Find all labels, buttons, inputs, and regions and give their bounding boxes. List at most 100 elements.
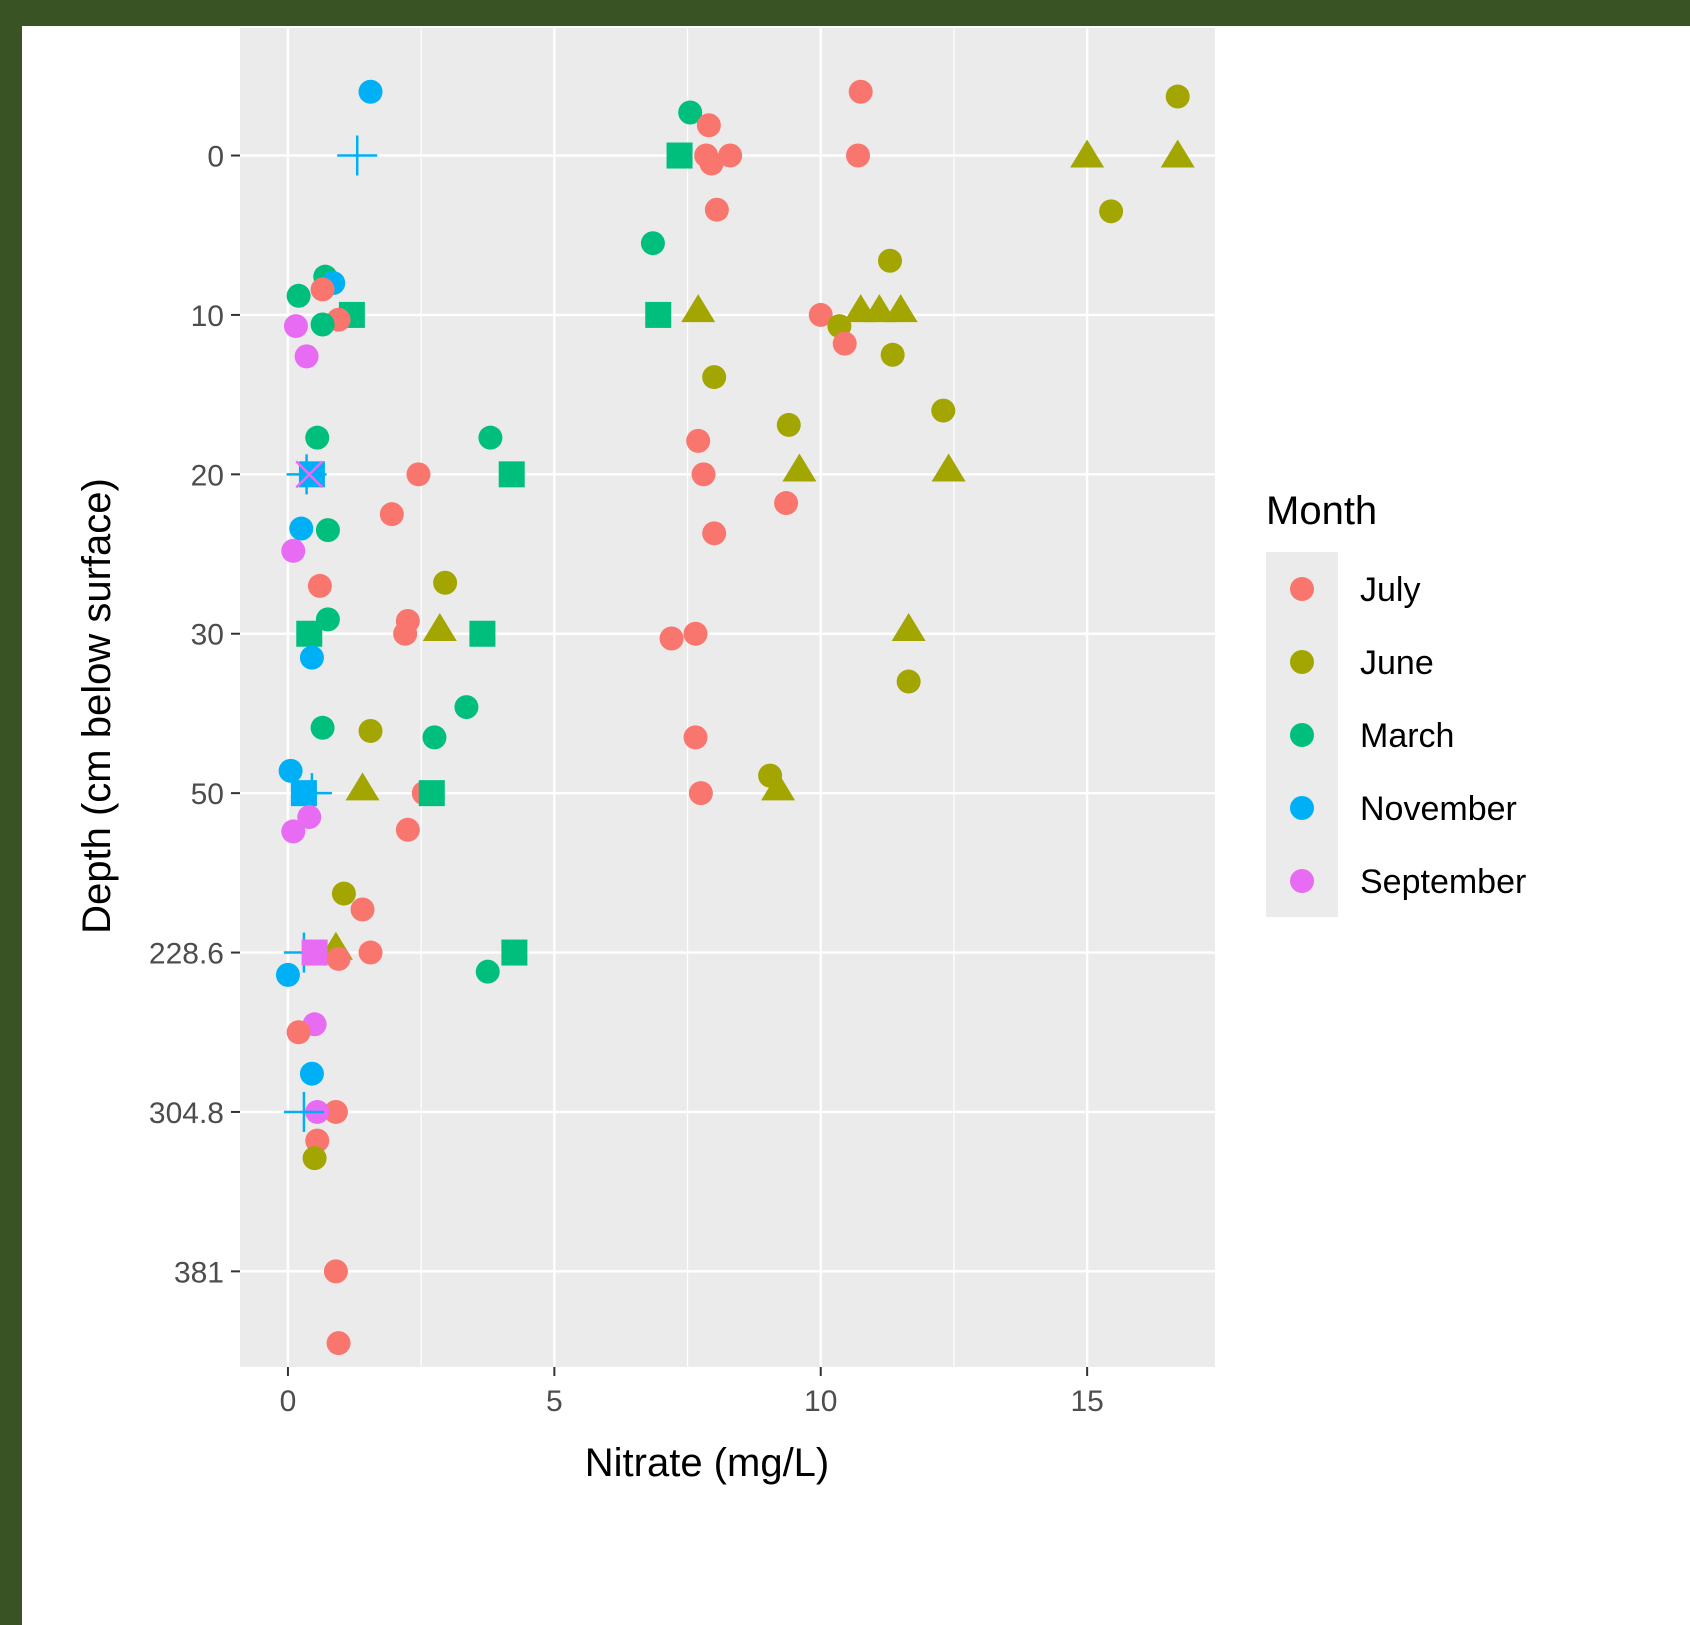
- data-point-november: [337, 135, 378, 176]
- chart-frame: 0 5 10 15 0 10 20 30 50 228.6 304.8 381 Nitrate (mg…: [22, 26, 1690, 1625]
- data-point-july: [326, 1331, 351, 1356]
- legend-key-march: [1290, 723, 1314, 747]
- y-tick-label: 20: [191, 459, 224, 492]
- legend-label-november: November: [1360, 790, 1517, 828]
- y-tick-label: 10: [191, 300, 224, 333]
- x-tick-label: 10: [804, 1385, 837, 1418]
- data-point-june: [896, 669, 921, 694]
- x-axis-title: Nitrate (mg/L): [585, 1441, 830, 1485]
- data-point-november: [278, 758, 303, 783]
- data-point-march: [296, 620, 323, 647]
- data-point-march: [315, 518, 340, 543]
- data-point-july: [310, 277, 335, 302]
- data-point-july: [307, 573, 332, 598]
- data-point-june: [878, 248, 902, 273]
- plot-panel: [240, 28, 1215, 1367]
- data-point-june: [331, 881, 356, 906]
- data-point-november: [283, 1091, 324, 1132]
- data-point-june: [891, 612, 926, 641]
- data-point-september: [281, 538, 306, 563]
- y-tick-label: 304.8: [149, 1097, 224, 1130]
- data-point-july: [379, 502, 404, 527]
- data-point-march: [310, 715, 335, 740]
- legend-key-july: [1290, 577, 1314, 601]
- y-tick-label: 381: [174, 1256, 224, 1289]
- data-point-september: [283, 314, 308, 339]
- data-point-july: [688, 781, 713, 806]
- data-point-july: [718, 143, 743, 168]
- data-point-march: [475, 959, 500, 984]
- data-point-june: [302, 1146, 327, 1171]
- data-point-june: [422, 612, 457, 641]
- data-point-march: [501, 939, 528, 966]
- data-point-june: [433, 570, 458, 595]
- data-point-july: [832, 331, 857, 356]
- data-point-november: [299, 645, 324, 670]
- data-point-march: [678, 100, 703, 125]
- data-point-june: [931, 453, 966, 482]
- data-point-july: [406, 462, 431, 487]
- legend-label-july: July: [1360, 571, 1420, 609]
- data-point-july: [393, 621, 418, 646]
- minor-gridlines: [420, 28, 955, 1367]
- data-point-june: [345, 772, 380, 801]
- data-point-july: [395, 817, 420, 842]
- data-point-november: [358, 79, 383, 104]
- data-point-june: [681, 294, 716, 323]
- data-point-march: [640, 231, 665, 256]
- data-point-march: [478, 425, 503, 450]
- data-point-march: [454, 695, 479, 720]
- data-point-june: [761, 772, 796, 801]
- x-tick-label: 0: [280, 1385, 297, 1418]
- y-tick-label: 50: [191, 778, 224, 811]
- data-point-september: [294, 344, 319, 369]
- legend-key-november: [1290, 796, 1314, 820]
- data-point-june: [862, 294, 897, 323]
- data-point-july: [808, 302, 833, 327]
- data-point-march: [498, 461, 525, 488]
- data-point-june: [1070, 139, 1105, 168]
- data-point-march: [310, 312, 335, 337]
- data-point-july: [691, 462, 716, 487]
- data-point-november: [299, 1061, 324, 1086]
- data-point-july: [323, 1099, 348, 1124]
- data-point-july: [846, 143, 871, 168]
- y-tick-label: 228.6: [149, 938, 224, 971]
- y-axis-title: Depth (cm below surface): [75, 478, 119, 934]
- data-point-june: [931, 398, 956, 423]
- data-point-march: [666, 142, 693, 169]
- legend: Month July June March November September: [1266, 489, 1526, 917]
- y-tick-label: 30: [191, 619, 224, 652]
- data-point-july: [659, 626, 684, 651]
- data-point-september: [297, 805, 322, 830]
- data-point-july: [326, 946, 351, 971]
- data-point-july: [358, 940, 383, 965]
- data-point-july: [305, 1128, 330, 1153]
- data-point-november: [289, 516, 314, 541]
- data-point-july: [286, 1020, 311, 1045]
- data-point-june: [880, 342, 905, 367]
- scatter-chart: 0 5 10 15 0 10 20 30 50 228.6 304.8 381 Nitrate (mg…: [75, 28, 1526, 1485]
- data-point-march: [645, 301, 672, 328]
- legend-label-march: March: [1360, 717, 1454, 755]
- data-points: [275, 79, 1195, 1356]
- data-point-march: [469, 620, 496, 647]
- data-point-september: [295, 460, 324, 489]
- data-point-july: [704, 197, 729, 222]
- data-point-june: [1160, 139, 1195, 168]
- legend-title: Month: [1266, 489, 1377, 533]
- data-point-july: [696, 113, 721, 138]
- x-tick-label: 5: [546, 1385, 563, 1418]
- data-point-july: [699, 151, 724, 176]
- data-point-march: [418, 780, 445, 807]
- data-point-june: [782, 453, 817, 482]
- data-point-june: [1099, 199, 1124, 224]
- data-point-september: [301, 939, 328, 966]
- legend-label-september: September: [1360, 863, 1526, 901]
- data-point-july: [683, 725, 708, 750]
- data-point-july: [350, 897, 375, 922]
- x-tick-label: 15: [1070, 1385, 1103, 1418]
- data-point-march: [286, 283, 311, 308]
- data-point-june: [776, 412, 801, 437]
- data-point-july: [686, 428, 711, 453]
